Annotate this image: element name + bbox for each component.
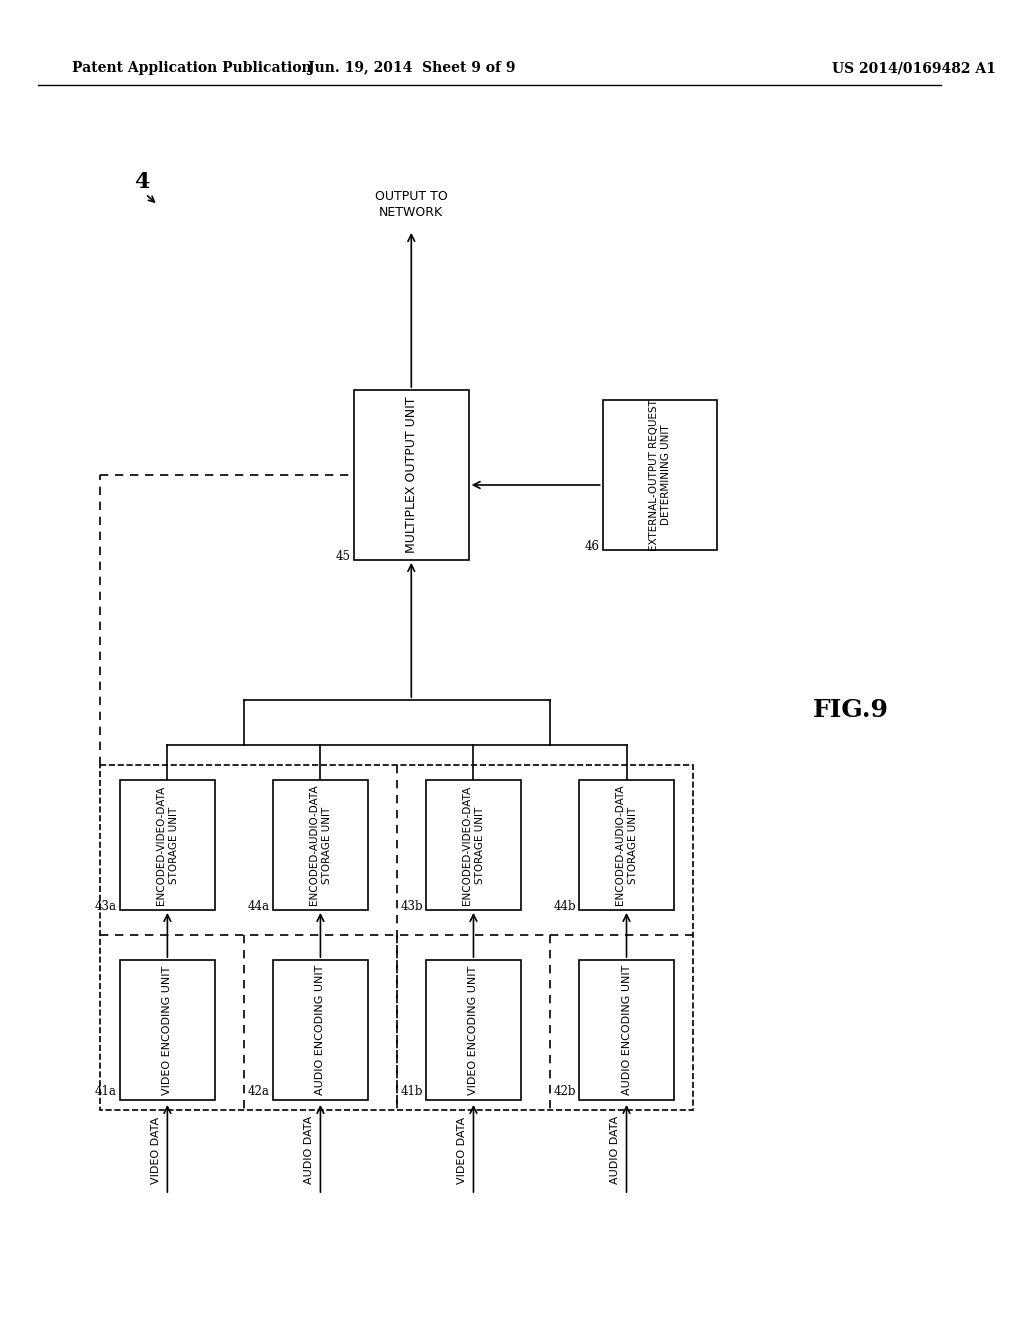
Bar [426, 780, 521, 909]
Text: 43b: 43b [400, 900, 423, 913]
Text: US 2014/0169482 A1: US 2014/0169482 A1 [833, 61, 996, 75]
Bar [120, 780, 215, 909]
Text: AUDIO DATA: AUDIO DATA [304, 1115, 314, 1184]
Text: EXTERNAL-OUTPUT REQUEST
DETERMINING UNIT: EXTERNAL-OUTPUT REQUEST DETERMINING UNIT [649, 399, 671, 550]
Bar [354, 389, 469, 560]
Bar [272, 780, 369, 909]
Text: VIDEO DATA: VIDEO DATA [151, 1117, 161, 1184]
Text: MULTIPLEX OUTPUT UNIT: MULTIPLEX OUTPUT UNIT [404, 397, 418, 553]
Text: Jun. 19, 2014  Sheet 9 of 9: Jun. 19, 2014 Sheet 9 of 9 [307, 61, 515, 75]
Text: VIDEO ENCODING UNIT: VIDEO ENCODING UNIT [468, 965, 478, 1094]
Bar [602, 400, 718, 550]
Text: 44a: 44a [248, 900, 269, 913]
Text: 42a: 42a [248, 1085, 269, 1098]
Bar [120, 960, 215, 1100]
Text: 41b: 41b [400, 1085, 423, 1098]
Text: ENCODED-VIDEO-DATA
STORAGE UNIT: ENCODED-VIDEO-DATA STORAGE UNIT [157, 785, 178, 904]
Bar [579, 780, 675, 909]
Bar [426, 960, 521, 1100]
Text: ENCODED-AUDIO-DATA
STORAGE UNIT: ENCODED-AUDIO-DATA STORAGE UNIT [309, 784, 332, 906]
Text: 44b: 44b [553, 900, 575, 913]
Text: VIDEO ENCODING UNIT: VIDEO ENCODING UNIT [163, 965, 172, 1094]
Text: 43a: 43a [94, 900, 117, 913]
Text: ENCODED-AUDIO-DATA
STORAGE UNIT: ENCODED-AUDIO-DATA STORAGE UNIT [615, 784, 638, 906]
Text: 45: 45 [336, 550, 351, 564]
Text: OUTPUT TO
NETWORK: OUTPUT TO NETWORK [375, 190, 447, 219]
Bar [579, 960, 675, 1100]
Text: 42b: 42b [553, 1085, 575, 1098]
Text: FIG.9: FIG.9 [813, 698, 889, 722]
Text: AUDIO DATA: AUDIO DATA [610, 1115, 621, 1184]
Bar [100, 766, 693, 1110]
Text: 46: 46 [585, 540, 600, 553]
Text: AUDIO ENCODING UNIT: AUDIO ENCODING UNIT [622, 965, 632, 1096]
Text: Patent Application Publication: Patent Application Publication [72, 61, 311, 75]
Bar [272, 960, 369, 1100]
Text: 41a: 41a [95, 1085, 117, 1098]
Text: ENCODED-VIDEO-DATA
STORAGE UNIT: ENCODED-VIDEO-DATA STORAGE UNIT [462, 785, 484, 904]
Text: VIDEO DATA: VIDEO DATA [457, 1117, 467, 1184]
Text: AUDIO ENCODING UNIT: AUDIO ENCODING UNIT [315, 965, 326, 1096]
Text: 4: 4 [134, 172, 150, 193]
